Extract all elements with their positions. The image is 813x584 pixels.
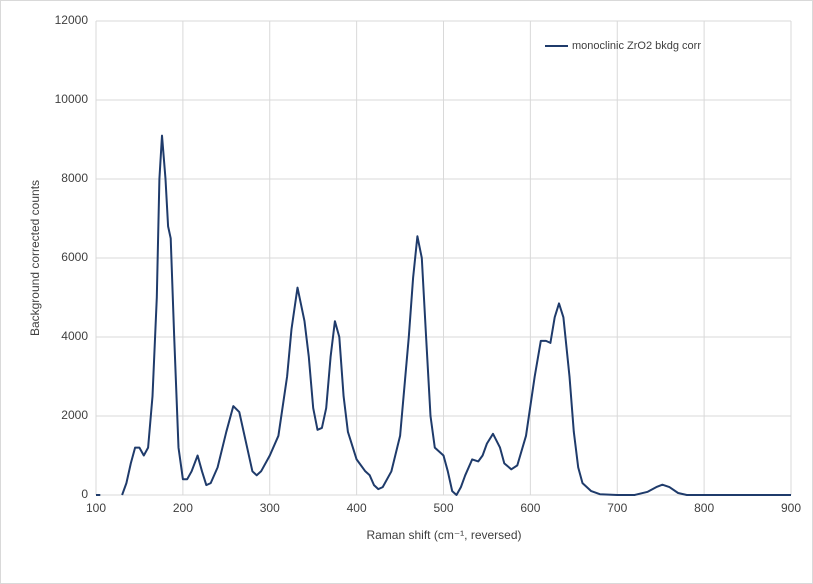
y-axis-label: Background corrected counts <box>28 180 42 336</box>
y-tick-label: 2000 <box>61 408 88 422</box>
y-tick-label: 8000 <box>61 171 88 185</box>
x-tick-label: 200 <box>173 501 193 515</box>
x-axis-label: Raman shift (cm⁻¹, reversed) <box>366 528 521 542</box>
y-tick-label: 6000 <box>61 250 88 264</box>
legend-label: monoclinic ZrO2 bkdg corr <box>572 40 701 52</box>
x-tick-label: 100 <box>86 501 106 515</box>
x-tick-label: 400 <box>347 501 367 515</box>
x-tick-label: 900 <box>781 501 801 515</box>
x-tick-label: 700 <box>607 501 627 515</box>
x-tick-label: 800 <box>694 501 714 515</box>
y-tick-label: 4000 <box>61 329 88 343</box>
x-tick-label: 500 <box>433 501 453 515</box>
x-tick-label: 300 <box>260 501 280 515</box>
y-tick-label: 0 <box>81 487 88 501</box>
x-tick-label: 600 <box>520 501 540 515</box>
y-tick-label: 10000 <box>55 92 89 106</box>
y-tick-label: 12000 <box>55 13 89 27</box>
data-line <box>96 134 791 496</box>
